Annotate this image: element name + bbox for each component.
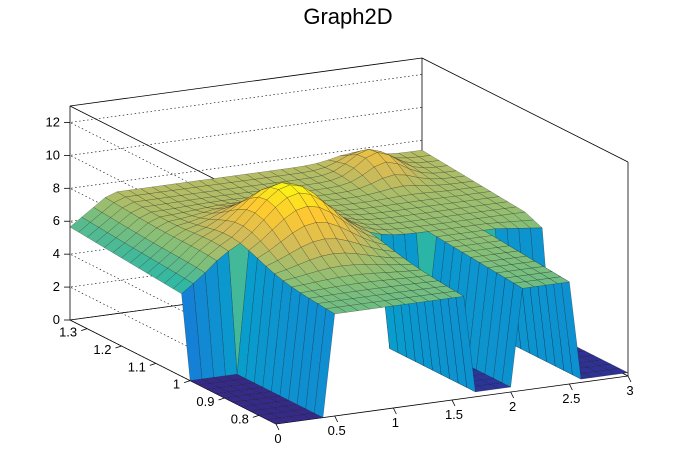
box-edge — [69, 57, 423, 107]
y-tick-label: 1.2 — [93, 342, 111, 357]
chart-axes: 0 2 4 6 8 10 12 0 0.5 1 1.5 2 2.5 3 0.8 0.9 1 1.1 1.2 1.3 — [46, 114, 634, 446]
z-tick-label: 0 — [53, 312, 60, 327]
z-tick-label: 10 — [46, 147, 60, 162]
y-tick — [149, 362, 156, 366]
x-tick-label: 1.5 — [445, 407, 463, 422]
y-tick-label: 0.8 — [231, 411, 249, 426]
z-tick-label: 2 — [53, 279, 60, 294]
x-tick-label: 2 — [509, 399, 516, 414]
chart-title: Graph2D — [303, 4, 393, 29]
x-tick-label: 1 — [392, 415, 399, 430]
y-tick — [252, 414, 259, 418]
y-tick — [115, 345, 122, 349]
z-tick-label: 8 — [53, 180, 60, 195]
y-tick — [218, 397, 225, 401]
z-tick-label: 6 — [53, 213, 60, 228]
x-tick — [510, 391, 515, 399]
y-tick-label: 1 — [173, 377, 180, 392]
x-tick-label: 0.5 — [328, 423, 346, 438]
x-tick — [392, 407, 397, 415]
y-tick-label: 1.1 — [128, 359, 146, 374]
y-tick — [81, 328, 88, 332]
x-tick — [627, 375, 632, 383]
y-tick-label: 1.3 — [59, 325, 77, 340]
box-edge — [421, 57, 629, 163]
x-tick — [568, 383, 573, 391]
y-tick-label: 0.9 — [196, 394, 214, 409]
x-tick-label: 2.5 — [562, 391, 580, 406]
x-tick — [451, 399, 456, 407]
z-tick-label: 12 — [46, 114, 60, 129]
surface-cell — [266, 417, 289, 425]
z-tick-label: 4 — [53, 246, 60, 261]
x-tick-label: 3 — [626, 383, 633, 398]
x-tick-label: 0 — [274, 431, 281, 446]
y-tick — [184, 380, 191, 384]
x-tick — [334, 415, 339, 423]
x-tick — [275, 423, 280, 431]
surface-mesh — [69, 149, 629, 425]
